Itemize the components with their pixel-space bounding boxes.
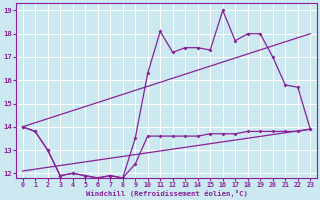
X-axis label: Windchill (Refroidissement éolien,°C): Windchill (Refroidissement éolien,°C) [85,190,247,197]
